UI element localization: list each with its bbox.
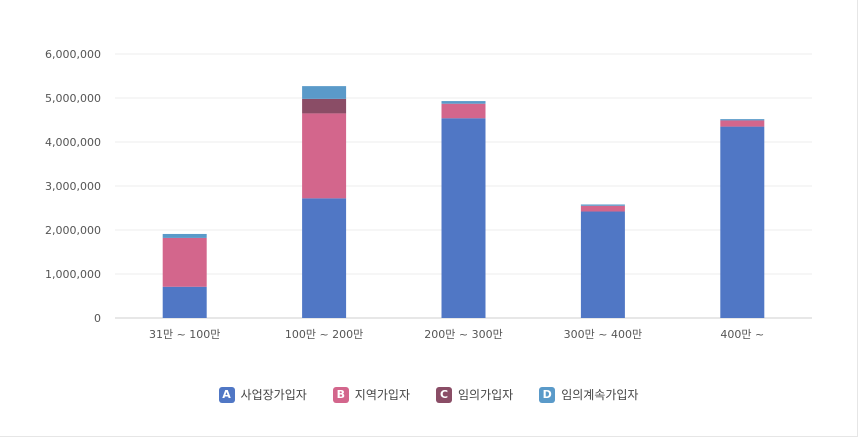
legend-badge: A xyxy=(218,386,235,403)
x-tick-label: 100만 ~ 200만 xyxy=(285,328,363,341)
legend-badge: B xyxy=(332,386,349,403)
y-tick-label: 6,000,000 xyxy=(45,48,101,61)
legend-label: 임의가입자 xyxy=(457,388,514,402)
bar-segment xyxy=(720,120,765,127)
y-tick-label: 4,000,000 xyxy=(45,136,101,149)
bar-segment xyxy=(441,103,486,119)
bar-segment xyxy=(302,86,347,99)
legend-label: 사업장가입자 xyxy=(240,388,307,402)
y-tick-label: 0 xyxy=(94,312,101,325)
bar-segment xyxy=(302,98,347,114)
legend-item[interactable]: B 지역가입자 xyxy=(332,386,410,403)
y-tick-label: 1,000,000 xyxy=(45,268,101,281)
x-tick-label: 300만 ~ 400만 xyxy=(564,328,642,341)
bar-segment xyxy=(162,237,207,287)
bar-segment xyxy=(580,205,625,212)
y-tick-label: 2,000,000 xyxy=(45,224,101,237)
x-tick-label: 400만 ~ xyxy=(720,328,764,341)
bar-segment xyxy=(580,204,625,206)
bar-segment xyxy=(580,211,625,318)
bar-segment xyxy=(302,198,347,318)
legend-label: 임의계속가입자 xyxy=(561,388,639,402)
bar-segment xyxy=(162,233,207,238)
legend-item[interactable]: D 임의계속가입자 xyxy=(539,386,638,403)
bar-segment xyxy=(720,119,765,121)
bar-segment xyxy=(302,113,347,199)
legend-item[interactable]: A 사업장가입자 xyxy=(218,386,307,403)
legend-item[interactable]: C 임의가입자 xyxy=(435,386,514,403)
bar-segment xyxy=(162,286,207,318)
bar-segment xyxy=(441,101,486,104)
stacked-bar-chart: 0 1,000,000 2,000,000 3,000,000 4,000,000 5,0… xyxy=(45,48,812,341)
x-tick-label: 200만 ~ 300만 xyxy=(424,328,502,341)
legend-badge: D xyxy=(539,386,556,403)
y-tick-label: 3,000,000 xyxy=(45,180,101,193)
bar-segment xyxy=(441,118,486,319)
chart-legend: A 사업장가입자 B 지역가입자 C 임의가입자 D 임의계속가입자 xyxy=(0,386,857,403)
legend-badge: C xyxy=(435,386,452,403)
bar-segment xyxy=(720,126,765,318)
y-tick-label: 5,000,000 xyxy=(45,92,101,105)
legend-label: 지역가입자 xyxy=(354,388,410,402)
x-tick-label: 31만 ~ 100만 xyxy=(149,328,220,341)
